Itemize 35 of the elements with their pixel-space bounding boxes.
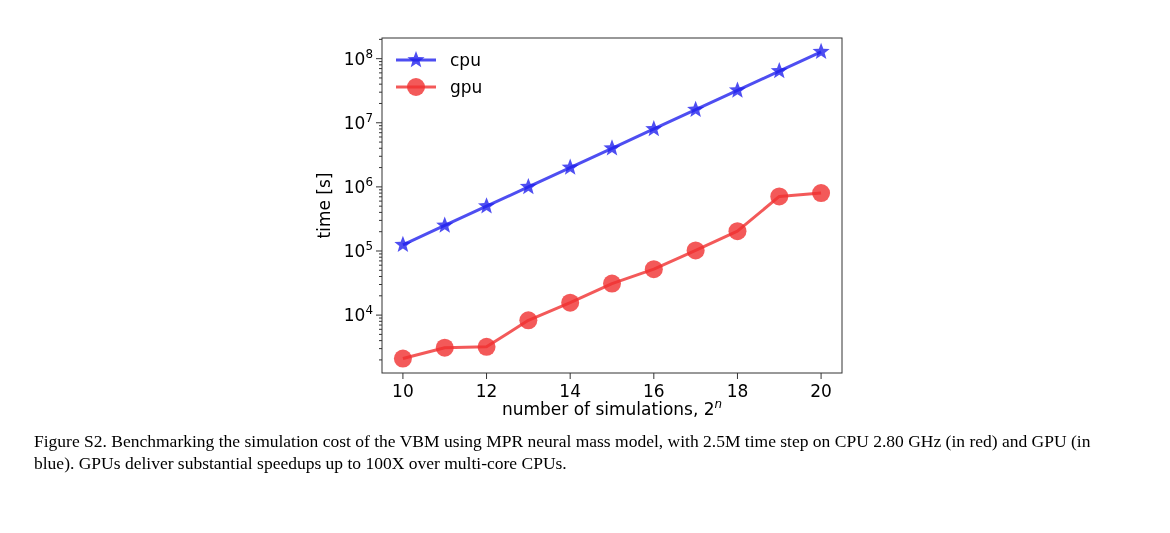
point — [393, 349, 412, 368]
point — [519, 177, 537, 195]
y-axis-title: time [s] — [314, 172, 334, 239]
point — [728, 222, 747, 241]
point — [686, 241, 705, 260]
point — [603, 274, 621, 293]
x-tick-label: 20 — [810, 381, 832, 401]
point — [561, 293, 580, 312]
point — [394, 235, 412, 253]
x-tick-label: 18 — [726, 381, 749, 401]
y-tick-label: 10$^{7}$ — [343, 110, 373, 133]
y-tick-label: 10$^{8}$ — [343, 46, 373, 69]
point — [687, 100, 705, 117]
point — [477, 197, 496, 214]
point — [728, 81, 747, 98]
point — [561, 158, 579, 175]
point — [436, 216, 454, 233]
point — [770, 62, 788, 79]
point — [812, 42, 830, 60]
x-tick-label: 10 — [392, 381, 414, 401]
legend-label: gpu — [450, 77, 483, 97]
x-tick-label: 12 — [475, 381, 498, 401]
point — [477, 337, 496, 356]
point — [645, 119, 663, 137]
point — [644, 260, 663, 279]
caption: Figure S2. Benchmarking the simulation cost of the VBM using MPR neural mass model, with 2.5M time step on CPU 2.80 GHz (in red) and GPU (in blue). GPUs deliver substantial speedups up to 100X over multi-core CPUs. — [34, 430, 1092, 474]
y-tick-label: 10$^{4}$ — [343, 303, 373, 326]
y-tick-label: 10$^{6}$ — [343, 174, 373, 197]
point — [603, 139, 621, 156]
point — [519, 311, 538, 330]
point — [435, 338, 454, 357]
point — [770, 187, 789, 206]
legend-label: cpu — [450, 50, 481, 70]
point — [812, 184, 831, 203]
y-tick-label: 10$^{5}$ — [343, 238, 373, 261]
